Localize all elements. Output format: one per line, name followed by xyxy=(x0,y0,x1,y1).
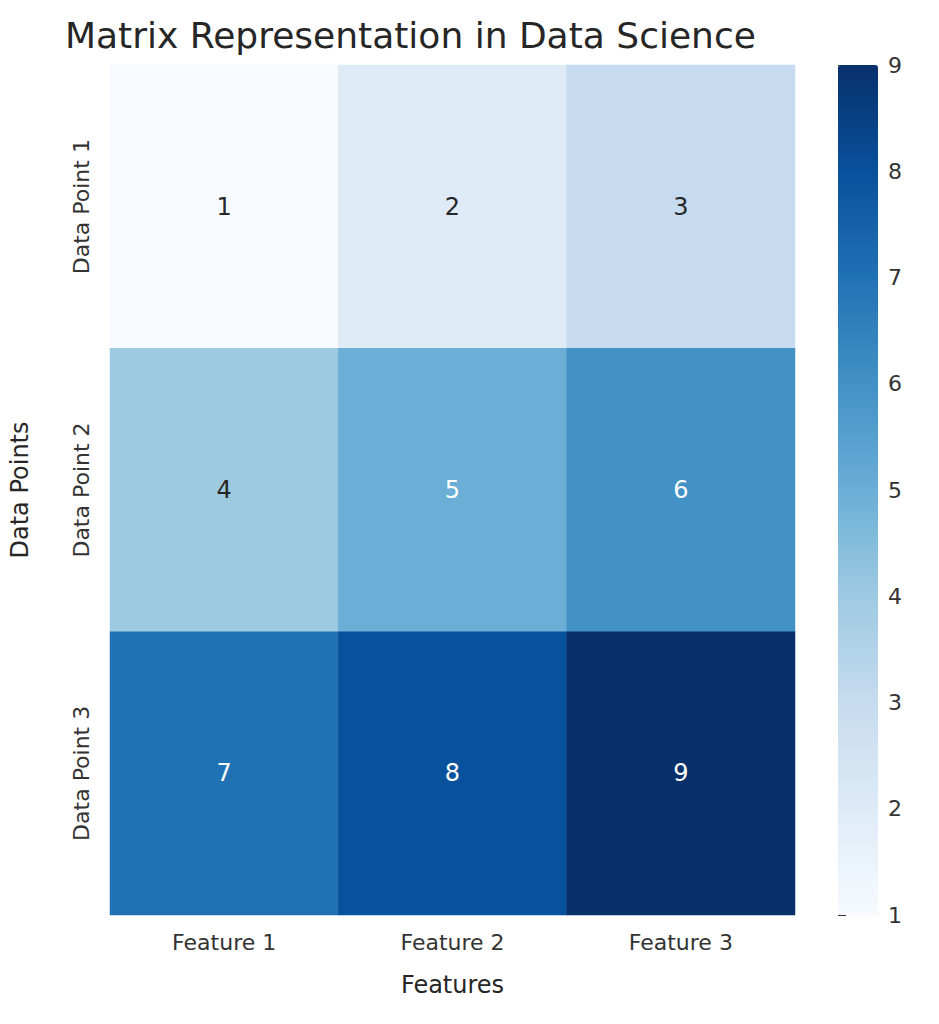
svg-text:6: 6 xyxy=(673,476,688,504)
svg-text:6: 6 xyxy=(888,371,902,396)
svg-text:3: 3 xyxy=(888,690,902,715)
svg-text:5: 5 xyxy=(888,478,902,503)
svg-text:Data Points: Data Points xyxy=(6,421,34,558)
svg-text:9: 9 xyxy=(673,759,688,787)
svg-text:1: 1 xyxy=(888,903,902,928)
svg-text:Data Point 3: Data Point 3 xyxy=(69,706,94,841)
svg-text:2: 2 xyxy=(888,796,902,821)
svg-text:1: 1 xyxy=(217,193,232,221)
svg-text:8: 8 xyxy=(445,759,460,787)
svg-text:Feature 2: Feature 2 xyxy=(400,930,504,955)
svg-text:Matrix Representation in Data: Matrix Representation in Data Science xyxy=(65,15,756,56)
svg-text:7: 7 xyxy=(888,265,902,290)
svg-text:Features: Features xyxy=(401,971,504,999)
svg-text:Feature 1: Feature 1 xyxy=(172,930,276,955)
svg-text:Feature 3: Feature 3 xyxy=(629,930,733,955)
svg-text:3: 3 xyxy=(673,193,688,221)
svg-text:5: 5 xyxy=(445,476,460,504)
svg-text:2: 2 xyxy=(445,193,460,221)
svg-text:7: 7 xyxy=(217,759,232,787)
svg-text:Data Point 1: Data Point 1 xyxy=(69,139,94,274)
svg-text:4: 4 xyxy=(217,476,232,504)
svg-text:8: 8 xyxy=(888,159,902,184)
svg-text:Data Point 2: Data Point 2 xyxy=(69,422,94,557)
svg-text:4: 4 xyxy=(888,584,902,609)
svg-text:9: 9 xyxy=(888,53,902,78)
